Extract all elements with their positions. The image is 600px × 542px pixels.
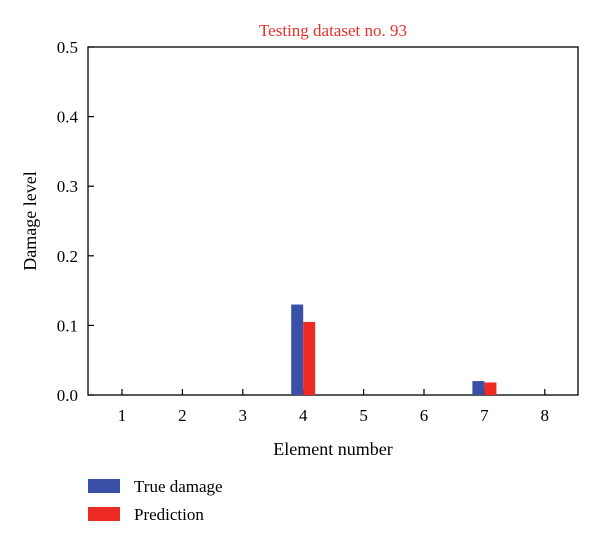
legend-swatch <box>88 507 120 521</box>
x-tick-label: 4 <box>299 406 308 425</box>
legend-label: Prediction <box>134 505 204 524</box>
bar-prediction-7 <box>484 382 497 395</box>
bar-true-damage-7 <box>472 381 485 395</box>
y-tick-label: 0.1 <box>57 316 78 335</box>
bars <box>291 304 497 395</box>
y-tick-label: 0.3 <box>57 177 78 196</box>
bar-prediction-4 <box>303 321 316 395</box>
y-tick-label: 0.0 <box>57 386 78 405</box>
y-tick-label: 0.5 <box>57 38 78 57</box>
bar-true-damage-4 <box>291 304 304 395</box>
x-tick-label: 6 <box>420 406 429 425</box>
y-axis-label: Damage level <box>20 171 40 270</box>
x-tick-label: 3 <box>239 406 248 425</box>
x-tick-label: 7 <box>480 406 489 425</box>
x-axis-label: Element number <box>273 439 392 459</box>
legend-label: True damage <box>134 477 223 496</box>
y-axis-ticks: 0.0 0.1 0.2 0.3 0.4 0.5 <box>57 38 94 405</box>
x-tick-label: 1 <box>118 406 127 425</box>
x-tick-label: 5 <box>359 406 368 425</box>
y-tick-label: 0.2 <box>57 247 78 266</box>
legend: True damage Prediction <box>88 477 223 524</box>
plot-frame <box>87 46 579 396</box>
legend-swatch <box>88 479 120 493</box>
x-tick-label: 8 <box>541 406 550 425</box>
x-tick-label: 2 <box>178 406 187 425</box>
y-tick-label: 0.4 <box>57 108 79 127</box>
chart-title: Testing dataset no. 93 <box>259 21 407 40</box>
